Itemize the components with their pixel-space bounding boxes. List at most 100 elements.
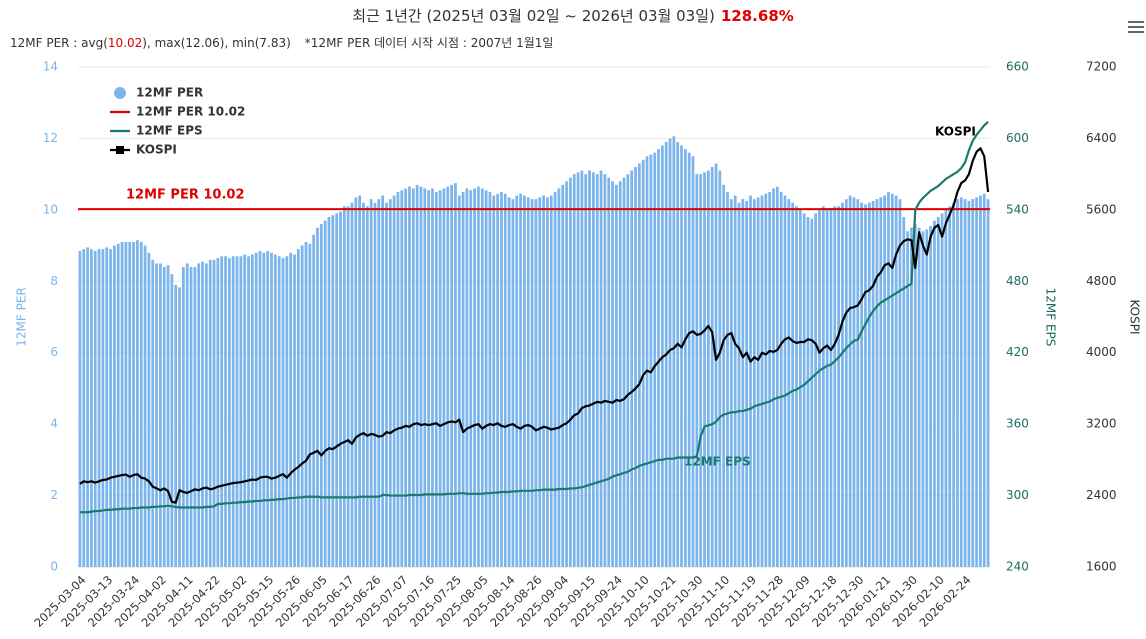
bar [285,256,289,567]
bar [469,190,473,567]
bar [404,188,408,567]
bar [415,184,419,567]
bar [921,231,925,568]
bar [369,199,373,567]
bar [362,202,365,567]
bar [703,172,706,567]
bar [818,209,821,567]
bar [250,254,254,567]
y3-tick-label: 1600 [1086,560,1117,574]
bar [411,188,415,567]
subtitle-part: 12MF PER : avg( [10,36,108,50]
bar [181,267,185,567]
line-series [79,120,989,514]
bar [273,254,277,567]
bar [599,170,603,568]
bar [101,249,105,567]
bar [342,206,346,568]
bar [680,145,683,568]
bar [576,172,580,567]
bar [289,252,293,567]
bar [906,231,909,568]
bar [308,243,312,568]
bar [189,267,193,567]
bar [258,250,262,567]
bar [281,258,285,567]
bar [837,206,841,568]
bar [917,227,921,567]
bar [768,192,772,567]
menu-button[interactable] [1127,20,1145,34]
y-tick-label: 2 [50,488,58,502]
bar [473,188,476,567]
bar [204,263,208,567]
bar [534,199,538,567]
bar [657,149,660,567]
bar [358,195,362,568]
bar [940,213,944,567]
bar [710,167,714,567]
y3-tick-label: 4000 [1086,345,1117,359]
bar [649,154,653,567]
bar [335,213,339,567]
bar [496,193,499,568]
bar [97,249,101,567]
bar [519,193,522,568]
y-tick-label: 12 [43,131,58,145]
bar [128,242,132,567]
y-tick-label: 14 [43,60,58,74]
bar [446,186,450,567]
bar [408,186,411,567]
bar [936,217,940,567]
bar [224,256,227,567]
legend-label: 12MF EPS [136,124,203,138]
bar [787,199,791,567]
y-tick-label: 0 [50,560,58,574]
bar [312,234,316,567]
bar [208,259,212,567]
bar [967,200,971,567]
bar [695,174,699,567]
bar [841,202,844,567]
bar [745,200,749,567]
bar [427,190,431,567]
bar [266,250,270,567]
bar [607,177,611,567]
bar [588,170,591,568]
bar [729,199,733,567]
y-tick-label: 10 [43,202,58,216]
bar [159,263,162,567]
bar [910,227,913,567]
y2-tick-label: 240 [1006,560,1029,574]
bar [227,258,231,567]
bar [963,199,967,567]
bar [867,202,871,567]
bar [354,197,358,567]
bar [377,199,381,567]
legend-swatch [114,87,126,99]
bar [775,186,779,567]
annotation: KOSPI [935,125,976,139]
bar [971,199,975,567]
bar [948,206,952,568]
bar [944,209,948,567]
bar [653,152,657,567]
bar [741,199,745,567]
legend-marker [116,146,124,154]
bar [982,193,986,568]
bar [825,209,829,567]
bar [166,265,170,567]
bar [561,184,565,567]
bar [500,192,503,567]
bar [503,193,507,568]
bar [557,188,561,567]
y2-tick-label: 480 [1006,274,1029,288]
y2-axis-label: 12MF EPS [1044,288,1058,347]
y2-tick-label: 540 [1006,202,1029,216]
bar [220,256,224,567]
bar [480,188,484,567]
bar [860,202,864,567]
y2-tick-label: 600 [1006,131,1029,145]
